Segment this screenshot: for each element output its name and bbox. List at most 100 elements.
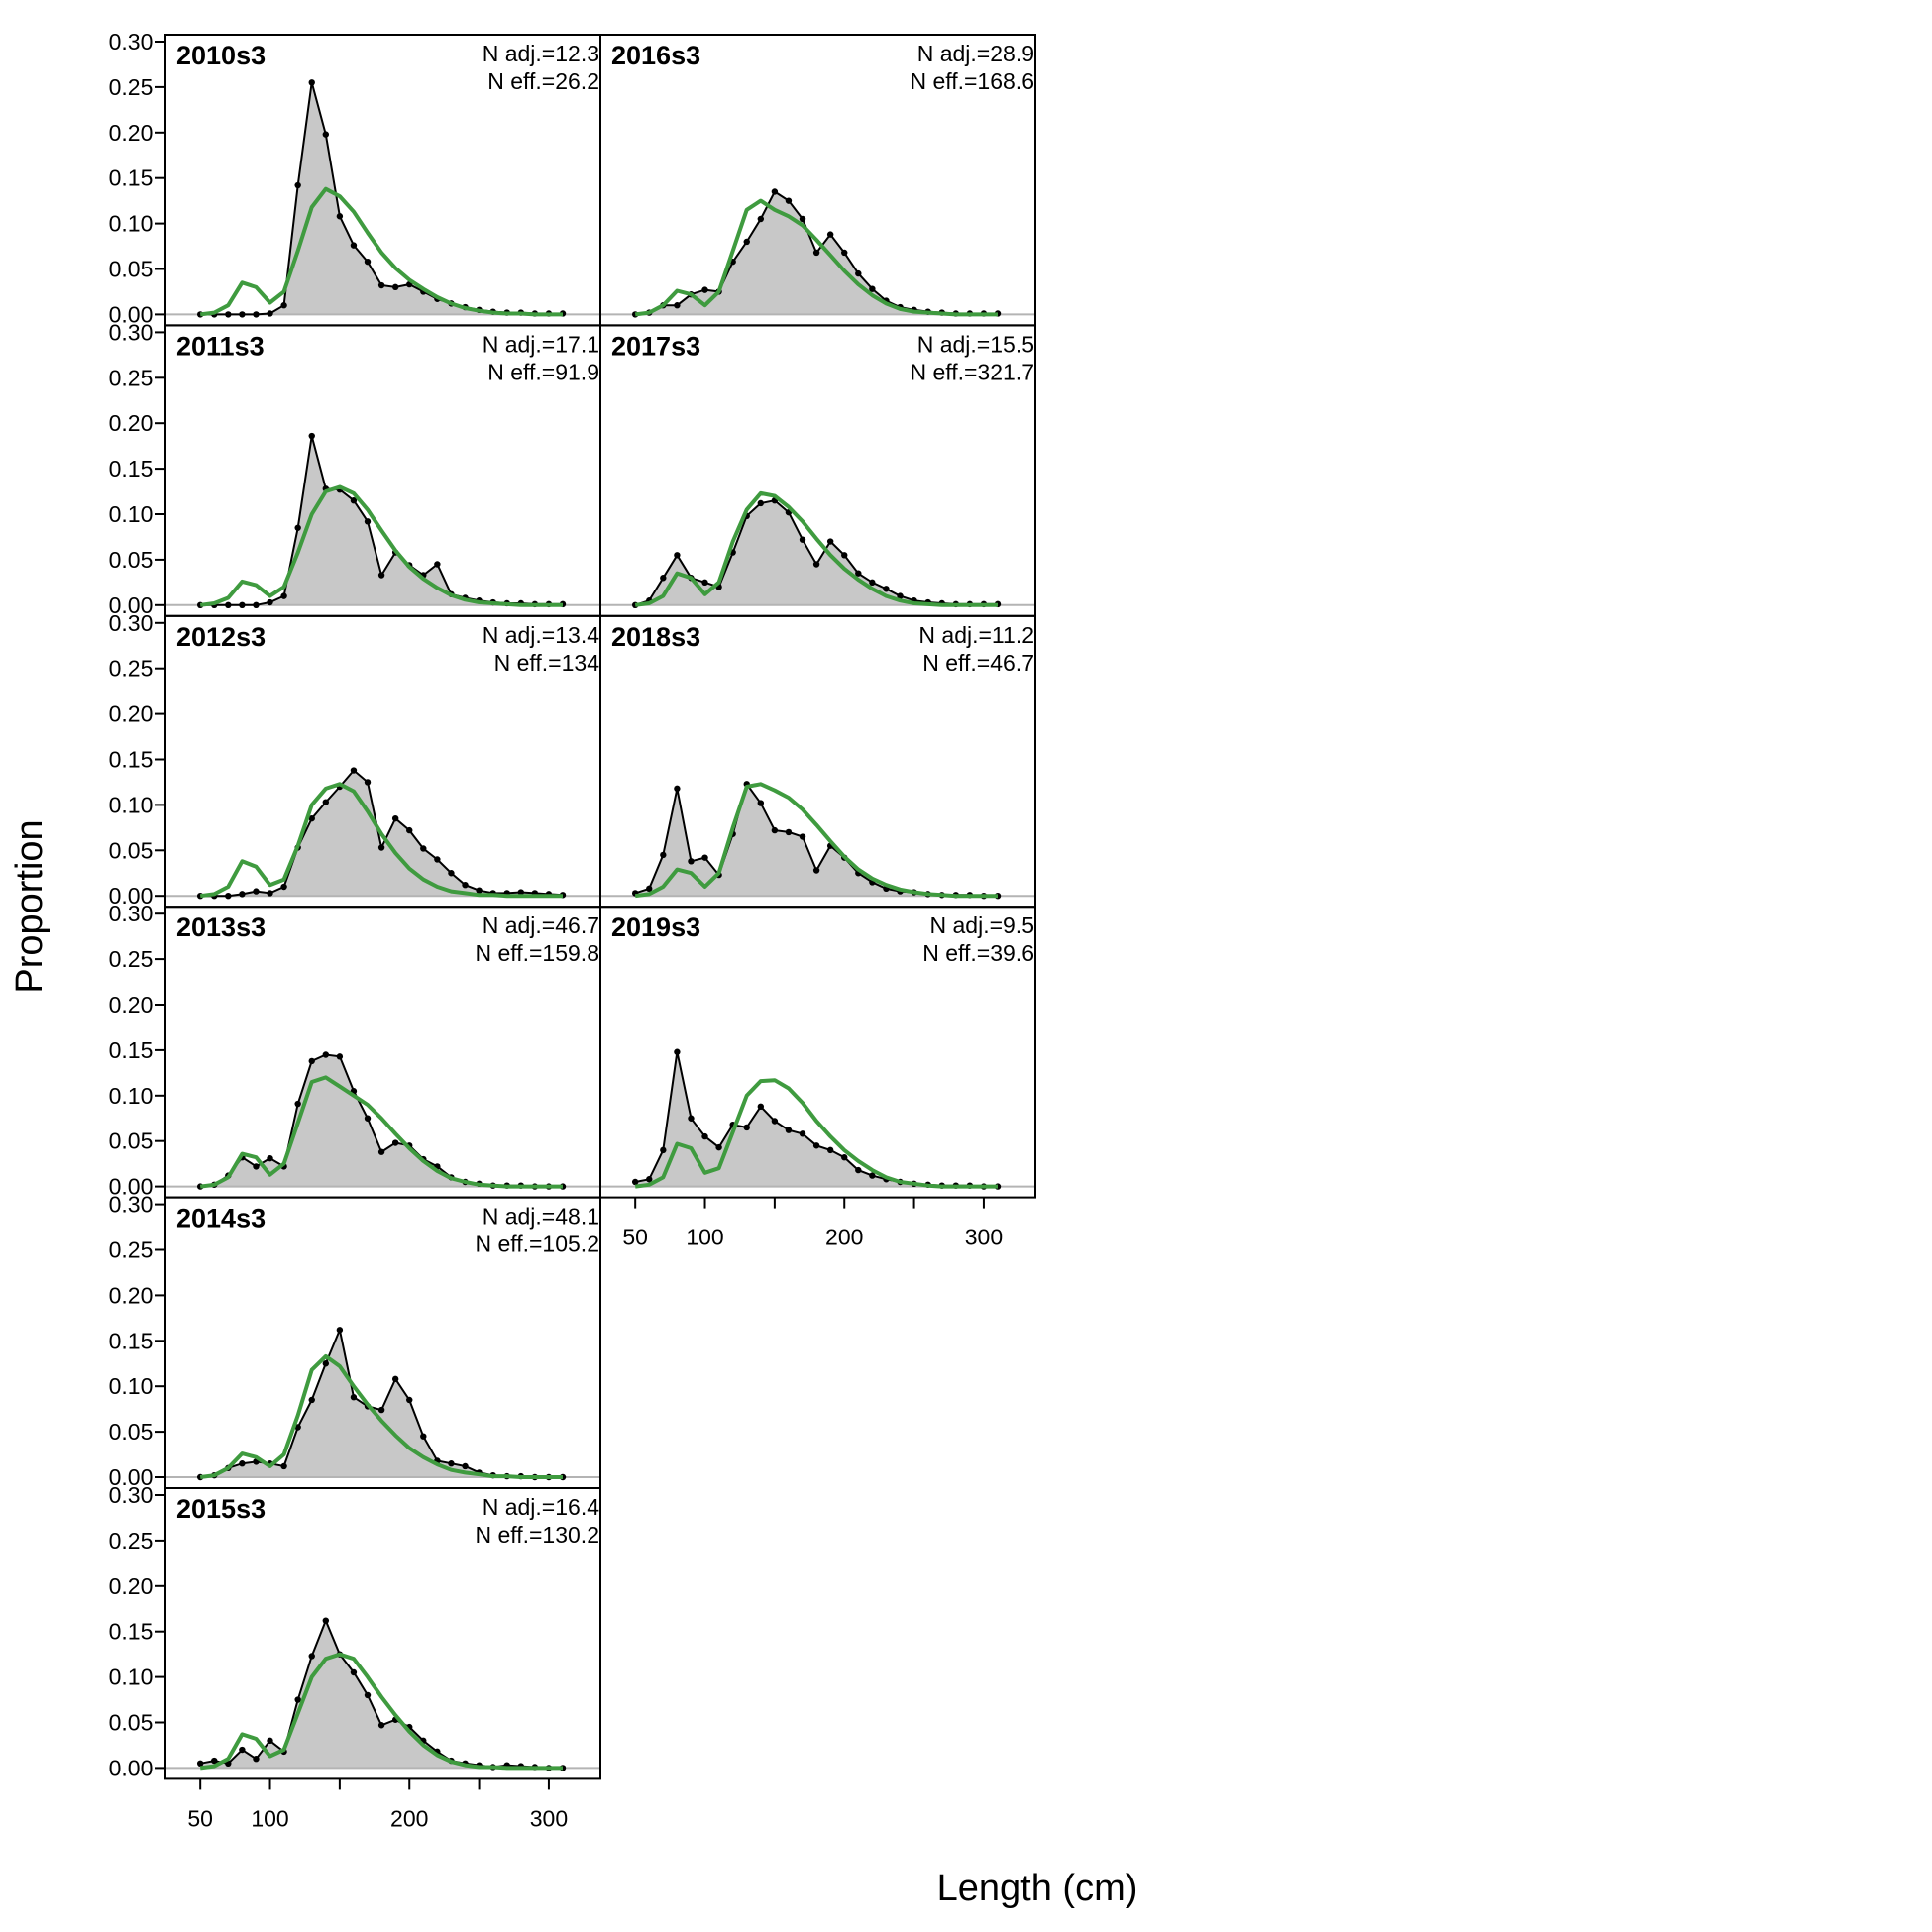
y-tick-label: 0.05	[109, 1128, 154, 1154]
y-tick-label: 0.15	[109, 1328, 154, 1353]
observed-point	[812, 1142, 820, 1149]
y-tick-label: 0.30	[109, 901, 154, 926]
n-eff-label: N eff.=46.7	[922, 650, 1034, 676]
observed-point	[350, 1668, 358, 1676]
x-tick-label: 50	[622, 1225, 648, 1250]
panel-2019s3: 50 100 200 300 2019s3 N adj.=9.5N eff.=39.6	[599, 906, 1036, 1250]
panel-title: 2010s3	[176, 41, 266, 70]
observed-point	[280, 1462, 287, 1470]
observed-point	[785, 197, 793, 204]
observed-point	[253, 1163, 260, 1170]
panel-2010s3: 0.00 0.05 0.10 0.15 0.20 0.25 0.30 2010s3 N adj.…	[109, 29, 601, 327]
observed-point	[253, 1756, 260, 1763]
y-tick-label: 0.15	[109, 165, 154, 191]
y-tick-label: 0.05	[109, 837, 154, 863]
observed-point	[812, 867, 820, 874]
n-adj-label: N adj.=48.1	[483, 1204, 599, 1230]
observed-point	[294, 181, 301, 189]
y-tick-label: 0.05	[109, 257, 154, 282]
observed-point	[225, 311, 232, 318]
observed-point	[239, 311, 246, 318]
y-tick-label: 0.25	[109, 656, 154, 682]
n-eff-label: N eff.=130.2	[475, 1522, 599, 1548]
observed-point	[826, 231, 834, 238]
observed-point	[771, 826, 779, 834]
panel-2014s3: 0.00 0.05 0.10 0.15 0.20 0.25 0.30 2014s3 N adj.…	[109, 1192, 601, 1490]
expected-line-2017s3	[634, 490, 998, 607]
observed-point	[308, 1396, 315, 1404]
observed-point	[757, 1103, 765, 1111]
y-tick-label: 0.00	[109, 883, 154, 909]
y-tick-label: 0.30	[109, 29, 154, 54]
y-tick-label: 0.10	[109, 211, 154, 237]
expected-line-2013s3	[199, 1075, 563, 1189]
n-eff-label: N eff.=105.2	[475, 1232, 599, 1257]
observed-point	[350, 1394, 358, 1401]
observed-point	[517, 889, 524, 896]
observed-point	[701, 1132, 708, 1140]
panel-2011s3: 0.00 0.05 0.10 0.15 0.20 0.25 0.30 2011s3 N adj.…	[109, 319, 601, 618]
observed-point	[785, 828, 793, 836]
observed-point	[322, 1051, 330, 1058]
observed-point	[674, 302, 681, 309]
observed-point	[350, 497, 358, 504]
observed-point	[253, 311, 260, 318]
observed-point	[391, 1139, 399, 1146]
observed-point	[308, 1653, 315, 1660]
x-tick-label: 300	[965, 1225, 1003, 1250]
x-tick-label: 200	[825, 1225, 863, 1250]
n-adj-label: N adj.=11.2	[918, 622, 1034, 648]
y-tick-label: 0.10	[109, 1083, 154, 1109]
n-adj-label: N adj.=16.4	[483, 1494, 599, 1520]
observed-point	[364, 1115, 372, 1122]
observed-point	[869, 579, 876, 587]
y-tick-label: 0.15	[109, 747, 154, 773]
y-tick-label: 0.15	[109, 1037, 154, 1063]
n-adj-label: N adj.=13.4	[483, 622, 599, 648]
observed-point	[253, 601, 260, 608]
observed-point	[757, 800, 765, 806]
y-tick-label: 0.20	[109, 410, 154, 436]
observed-point	[267, 598, 273, 606]
y-tick-label: 0.20	[109, 120, 154, 146]
n-adj-label: N adj.=17.1	[483, 331, 599, 357]
observed-point	[239, 1746, 246, 1754]
observed-point	[225, 893, 232, 900]
observed-point	[391, 1375, 399, 1383]
panel-frame	[164, 1487, 601, 1780]
observed-point	[715, 1143, 722, 1151]
observed-point	[308, 432, 315, 440]
observed-point	[743, 238, 750, 246]
observed-point	[267, 310, 273, 317]
n-adj-label: N adj.=9.5	[930, 912, 1035, 938]
y-tick-label: 0.05	[109, 547, 154, 573]
observed-point	[294, 1100, 301, 1108]
y-tick-label: 0.10	[109, 1373, 154, 1399]
y-tick-label: 0.05	[109, 1710, 154, 1736]
x-tick-label: 300	[530, 1805, 568, 1831]
observed-point	[674, 552, 681, 559]
observed-area-2011s3	[200, 436, 564, 605]
observed-point	[855, 570, 862, 577]
observed-point	[812, 249, 820, 257]
expected-line-2014s3	[199, 1353, 563, 1479]
observed-point	[239, 601, 246, 608]
observed-point	[322, 1617, 330, 1624]
observed-point	[336, 1327, 344, 1334]
y-tick-label: 0.30	[109, 610, 154, 636]
observed-point	[350, 242, 358, 249]
y-tick-label: 0.20	[109, 992, 154, 1018]
n-adj-label: N adj.=12.3	[483, 41, 599, 66]
observed-point	[688, 858, 695, 865]
observed-area-2014s3	[200, 1330, 564, 1477]
observed-point	[688, 1115, 695, 1122]
observed-point	[239, 891, 246, 898]
observed-area-2010s3	[200, 82, 564, 315]
panel-2012s3: 0.00 0.05 0.10 0.15 0.20 0.25 0.30 2012s3 N adj.…	[109, 610, 601, 909]
y-tick-label: 0.10	[109, 501, 154, 527]
observed-point	[897, 592, 904, 599]
observed-point	[799, 215, 806, 223]
n-eff-label: N eff.=39.6	[922, 940, 1034, 966]
observed-point	[462, 881, 469, 889]
panel-2018s3: 2018s3 N adj.=11.2N eff.=46.7	[599, 614, 1036, 909]
